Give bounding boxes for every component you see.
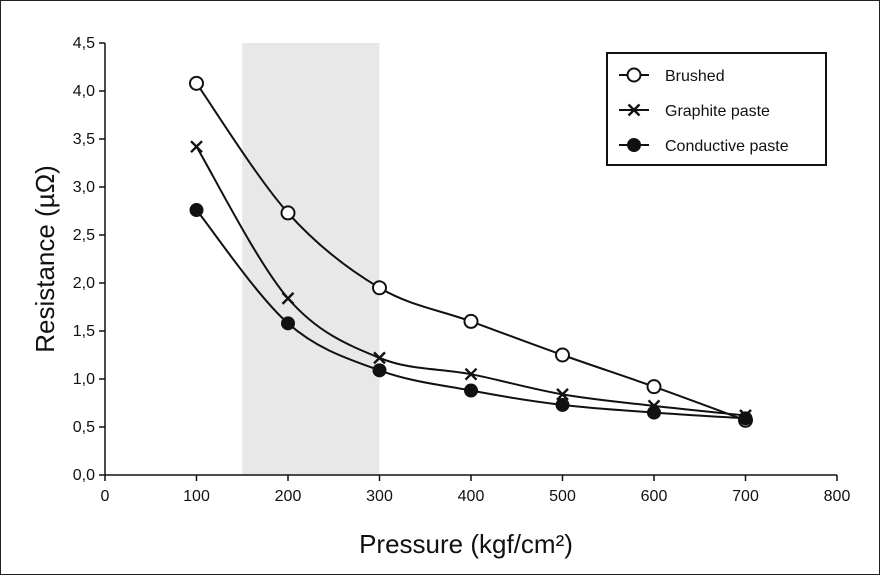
y-tick-label: 0,5 (73, 419, 95, 436)
data-point-series-3 (372, 363, 387, 378)
data-point-series-3 (738, 411, 753, 426)
y-tick-label: 0,0 (73, 467, 95, 484)
legend-label: Brushed (665, 68, 725, 85)
x-axis-title: Pressure (kgf/cm²) (359, 529, 573, 559)
x-tick-label: 600 (641, 488, 668, 505)
data-point-series-1 (280, 205, 296, 221)
x-tick-label: 0 (101, 488, 110, 505)
y-tick-label: 4,0 (73, 83, 95, 100)
data-point-series-2 (373, 351, 386, 365)
data-point-series-1 (646, 379, 662, 395)
x-marker-stroke (281, 292, 295, 305)
data-point-series-3 (647, 405, 661, 420)
shaded-region (242, 43, 380, 475)
legend: Brushed Graphite paste Conductive paste (606, 52, 827, 166)
x-tick-label: 700 (732, 488, 759, 505)
data-point-series-2 (190, 140, 203, 154)
y-axis-title: Resistance (µΩ) (30, 165, 60, 353)
data-point-series-2 (464, 367, 478, 381)
x-tick-label: 800 (824, 488, 851, 505)
y-tick-label: 3,5 (73, 131, 95, 148)
axes (99, 42, 838, 481)
x-tick-label: 500 (549, 488, 576, 505)
y-tick-label: 2,0 (73, 275, 95, 292)
y-tick-label: 3,0 (73, 179, 95, 196)
x-marker-stroke (627, 103, 641, 117)
legend-marker (627, 138, 641, 152)
data-point-series-1 (372, 280, 387, 296)
tick-labels: 0 100 200 300 400 500 600 700 800 0,0 0,5 1,0 1,5 2,0… (73, 35, 851, 505)
y-tick-label: 1,0 (73, 371, 95, 388)
data-point-series-1 (189, 75, 204, 91)
y-tick-label: 4,5 (73, 35, 95, 52)
x-marker-stroke (190, 140, 203, 154)
data-point-series-1 (463, 313, 479, 329)
y-tick-label: 1,5 (73, 323, 95, 340)
data-point-series-3 (189, 203, 204, 218)
data-point-series-2 (281, 292, 295, 305)
x-marker-stroke (464, 367, 478, 381)
data-point-series-2 (556, 388, 569, 401)
legend-marker (626, 67, 642, 83)
x-marker-stroke (556, 388, 569, 401)
data-point-series-3 (555, 397, 570, 412)
data-point-series-3 (464, 383, 478, 398)
legend-label: Graphite paste (665, 103, 770, 120)
data-point-series-1 (555, 347, 570, 363)
x-tick-label: 200 (275, 488, 302, 505)
series-markers (189, 75, 753, 428)
x-tick-label: 400 (458, 488, 485, 505)
x-tick-label: 300 (366, 488, 393, 505)
legend-marker (627, 103, 641, 117)
x-marker-stroke (373, 351, 386, 365)
y-tick-label: 2,5 (73, 227, 95, 244)
x-tick-label: 100 (183, 488, 210, 505)
data-point-series-3 (281, 316, 295, 331)
legend-label: Conductive paste (665, 138, 789, 155)
